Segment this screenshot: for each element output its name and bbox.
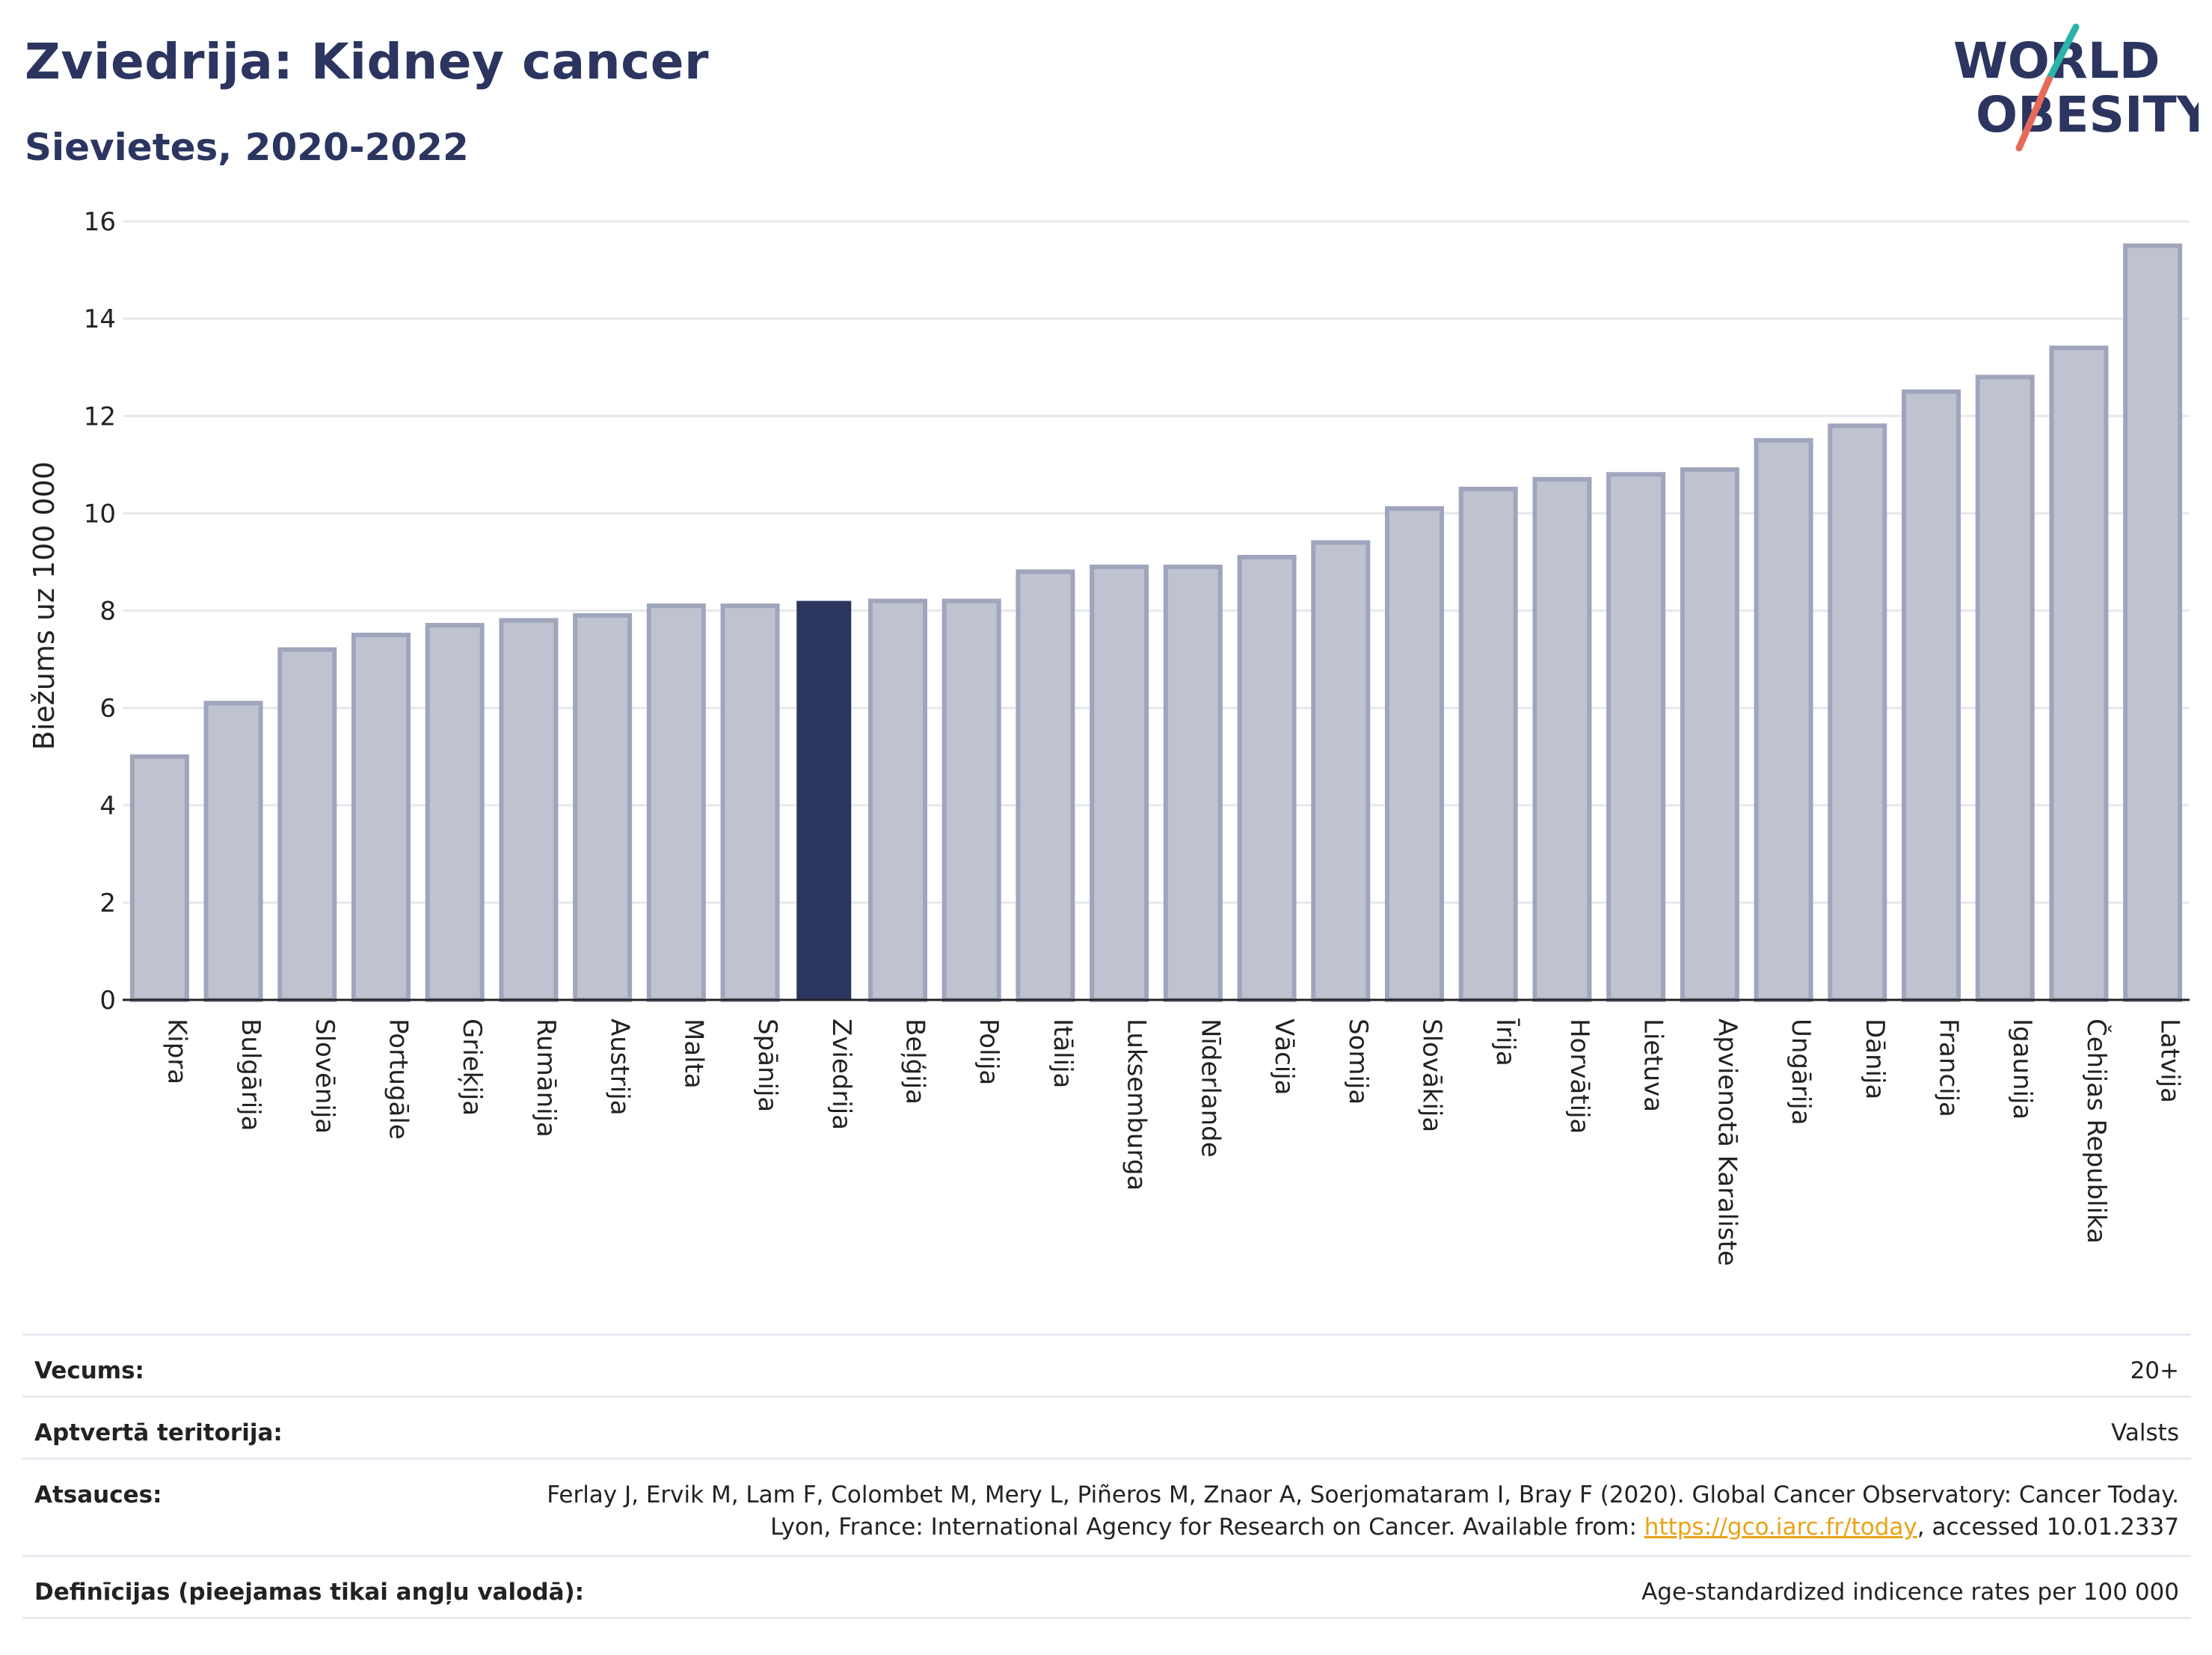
chart-subtitle: Sievietes, 2020-2022 xyxy=(25,126,469,169)
x-tick-label: Īrija xyxy=(1490,1019,1520,1066)
references-link[interactable]: https://gco.iarc.fr/today xyxy=(1644,1514,1917,1541)
x-tick-label: Zviedrija xyxy=(826,1019,856,1130)
bar-Latvija[interactable] xyxy=(2123,243,2183,1002)
x-tick-label: Beļģija xyxy=(900,1019,930,1105)
x-tick-label: Ungārija xyxy=(1786,1019,1816,1126)
x-tick-label: Portugāle xyxy=(384,1019,414,1140)
y-tick-labels: 0 2 4 6 8 10 12 14 16 xyxy=(84,207,116,1016)
x-tick-labels: Kipra Bulgārija Slovēnija Portugāle Grieķija… xyxy=(162,1019,2184,1266)
y-tick-label: 10 xyxy=(84,499,116,529)
bar-Beļģija[interactable] xyxy=(868,598,927,1002)
logo-slash-coral xyxy=(2015,76,2053,152)
x-tick-label: Vācija xyxy=(1269,1019,1299,1096)
bar-Bulgārija[interactable] xyxy=(203,701,263,1003)
bar-Spānija[interactable] xyxy=(720,603,780,1002)
bar-Ungārija[interactable] xyxy=(1754,437,1813,1002)
age-value: 20+ xyxy=(2130,1357,2179,1384)
references-text: Ferlay J, Ervik M, Lam F, Colombet M, Me… xyxy=(534,1460,2179,1544)
bar-Luksemburga[interactable] xyxy=(1090,564,1149,1002)
x-tick-label: Slovākija xyxy=(1417,1019,1447,1132)
x-tick-label: Bulgārija xyxy=(236,1019,265,1131)
bar-Nīderlande[interactable] xyxy=(1163,564,1223,1002)
x-tick-label: Dānija xyxy=(1860,1019,1890,1099)
bar-Zviedrija[interactable] xyxy=(796,601,852,1000)
bar-Kipra[interactable] xyxy=(129,754,189,1002)
x-tick-label: Kipra xyxy=(162,1019,191,1084)
x-tick-label: Horvātija xyxy=(1564,1019,1594,1134)
bar-Dānija[interactable] xyxy=(1828,423,1887,1002)
bar-Čehijas Republika[interactable] xyxy=(2049,346,2109,1003)
x-tick-label: Polija xyxy=(974,1019,1004,1085)
y-tick-label: 14 xyxy=(84,304,116,334)
references-text-part2: , accessed 10.01.2337 xyxy=(1917,1514,2179,1541)
x-tick-label: Spānija xyxy=(752,1019,782,1112)
y-tick-label: 12 xyxy=(84,402,116,432)
x-tick-label: Austrija xyxy=(605,1019,635,1116)
y-tick-label: 4 xyxy=(99,791,116,821)
bar-Austrija[interactable] xyxy=(573,613,633,1002)
age-label: Vecums: xyxy=(34,1357,144,1384)
bar-Apvienotā Karaliste[interactable] xyxy=(1680,467,1739,1002)
bar-Slovākija[interactable] xyxy=(1385,506,1444,1002)
x-tick-label: Čehijas Republika xyxy=(2081,1019,2112,1244)
bar-Somija[interactable] xyxy=(1311,540,1371,1002)
bar-Īrija[interactable] xyxy=(1458,486,1518,1002)
y-tick-label: 16 xyxy=(84,207,116,237)
x-tick-label: Nīderlande xyxy=(1195,1019,1225,1158)
bar-Malta[interactable] xyxy=(646,603,706,1002)
bar-Rumānija[interactable] xyxy=(499,618,559,1002)
x-tick-label: Somija xyxy=(1343,1019,1373,1105)
bar-Lietuva[interactable] xyxy=(1606,472,1666,1002)
bar-Horvātija[interactable] xyxy=(1532,476,1592,1002)
y-tick-label: 2 xyxy=(99,888,116,918)
chart-title: Zviedrija: Kidney cancer xyxy=(25,33,710,90)
bar-chart: 0 2 4 6 8 10 12 14 16 Kipra Bulgārija Slovēnija Por… xyxy=(28,207,2190,1266)
y-tick-label: 0 xyxy=(99,986,116,1016)
x-tick-label: Grieķija xyxy=(457,1019,487,1116)
logo-word-obesity: OBESITY xyxy=(1976,86,2199,144)
x-tick-label: Luksemburga xyxy=(1122,1019,1152,1191)
bar-Itālija[interactable] xyxy=(1016,569,1075,1002)
bar-Polija[interactable] xyxy=(941,598,1001,1002)
bar-Igaunija[interactable] xyxy=(1975,375,2035,1002)
x-tick-label: Latvija xyxy=(2155,1019,2185,1103)
bar-Slovēnija[interactable] xyxy=(277,647,337,1002)
x-tick-label: Itālija xyxy=(1048,1019,1078,1088)
bar-Portugāle[interactable] xyxy=(351,633,411,1002)
meta-bottom-border xyxy=(22,1617,2191,1619)
territory-label: Aptvertā teritorija: xyxy=(34,1419,283,1446)
definitions-label: Definīcijas (pieejamas tikai angļu valod… xyxy=(34,1579,585,1606)
logo-slash-teal xyxy=(2045,23,2080,83)
definitions-value: Age-standardized indicence rates per 100… xyxy=(1641,1579,2179,1606)
references-text-part1: Ferlay J, Ervik M, Lam F, Colombet M, Me… xyxy=(547,1481,2179,1541)
bar-Grieķija[interactable] xyxy=(425,623,485,1002)
y-axis-label: Biežums uz 100 000 xyxy=(28,461,61,750)
meta-row-age: Vecums: 20+ xyxy=(22,1333,2191,1395)
x-tick-label: Lietuva xyxy=(1638,1019,1668,1112)
x-tick-label: Slovēnija xyxy=(310,1019,340,1134)
metadata-table: Vecums: 20+ Aptvertā teritorija: Valsts … xyxy=(22,1333,2191,1619)
territory-value: Valsts xyxy=(2111,1419,2179,1446)
x-tick-label: Apvienotā Karaliste xyxy=(1712,1019,1742,1266)
bars xyxy=(129,243,2183,1003)
x-tick-label: Igaunija xyxy=(2007,1019,2037,1120)
x-tick-label: Rumānija xyxy=(531,1019,561,1137)
meta-row-definitions: Definīcijas (pieejamas tikai angļu valod… xyxy=(22,1555,2191,1617)
bar-Vācija[interactable] xyxy=(1237,554,1297,1002)
meta-row-references: Atsauces: Ferlay J, Ervik M, Lam F, Colo… xyxy=(22,1458,2191,1555)
y-tick-label: 8 xyxy=(99,597,116,627)
references-label: Atsauces: xyxy=(34,1481,162,1508)
y-tick-label: 6 xyxy=(99,694,116,724)
x-tick-label: Malta xyxy=(678,1019,708,1089)
meta-row-territory: Aptvertā teritorija: Valsts xyxy=(22,1395,2191,1458)
world-obesity-logo: WORLD OBESITY xyxy=(1953,23,2199,152)
bar-Francija[interactable] xyxy=(1902,389,1961,1002)
x-tick-label: Francija xyxy=(1934,1019,1964,1117)
